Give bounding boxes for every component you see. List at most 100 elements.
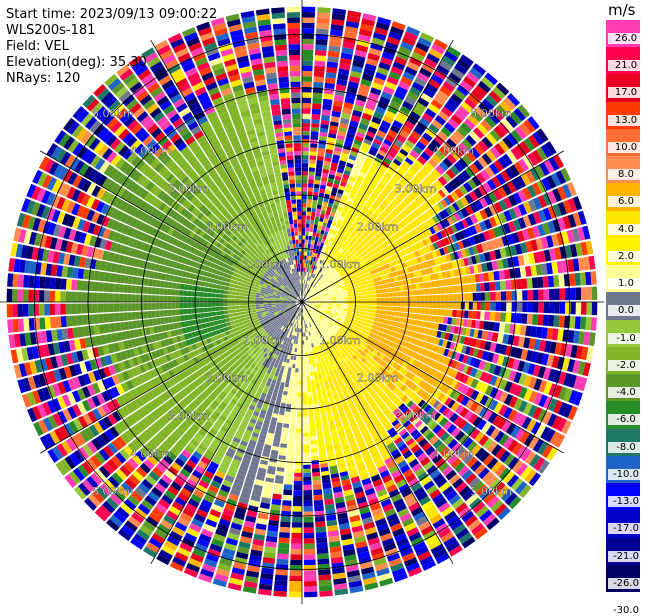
range-gate	[290, 560, 302, 566]
range-gate	[317, 18, 330, 24]
range-gate	[283, 489, 292, 495]
range-gate	[533, 290, 539, 301]
range-gate	[292, 522, 302, 528]
range-gate	[313, 228, 317, 233]
range-gate	[304, 581, 317, 587]
range-gate	[313, 82, 323, 88]
range-gate	[388, 307, 392, 311]
range-gate	[586, 287, 592, 300]
range-gate	[473, 302, 477, 310]
range-gate	[591, 317, 597, 331]
range-gate	[360, 292, 364, 295]
range-gate	[302, 340, 304, 344]
range-gate	[281, 516, 291, 522]
range-gate	[308, 244, 311, 248]
range-gate	[435, 316, 440, 323]
range-gate	[449, 302, 453, 309]
range-gate	[282, 374, 286, 379]
range-gate	[315, 237, 319, 242]
range-gate	[476, 311, 481, 319]
range-gate	[385, 297, 389, 301]
range-gate	[469, 302, 473, 310]
range-gate	[314, 224, 318, 229]
range-gate	[366, 284, 371, 288]
range-gate	[363, 312, 367, 316]
range-gate	[359, 314, 364, 318]
range-gate	[315, 44, 327, 50]
range-gate	[282, 362, 286, 367]
range-gate	[285, 476, 293, 481]
range-gate	[293, 506, 302, 512]
range-gate	[538, 289, 544, 300]
range-gate	[304, 576, 317, 582]
range-gate	[303, 324, 304, 328]
range-gate	[285, 379, 289, 384]
range-gate	[516, 279, 522, 289]
range-gate	[432, 309, 436, 315]
range-gate	[425, 295, 429, 301]
range-gate	[316, 537, 327, 543]
range-gate	[319, 590, 333, 596]
range-gate	[336, 304, 340, 306]
range-gate	[404, 307, 408, 312]
range-gate	[307, 388, 311, 392]
range-gate	[302, 207, 306, 211]
range-gate	[328, 303, 332, 305]
range-gate	[521, 278, 527, 288]
range-gate	[336, 296, 340, 298]
range-gate	[311, 127, 319, 132]
range-gate	[369, 298, 373, 301]
range-gate	[302, 44, 314, 50]
range-gate	[517, 290, 523, 300]
range-gate	[302, 328, 303, 332]
range-gate	[317, 553, 329, 559]
range-gate	[375, 286, 380, 290]
range-gate	[419, 283, 424, 289]
range-gate	[317, 370, 321, 375]
range-gate	[356, 305, 360, 308]
range-gate	[302, 28, 314, 34]
range-gate	[304, 260, 306, 264]
range-gate	[447, 317, 452, 324]
range-gate	[303, 417, 308, 421]
range-gate	[465, 293, 469, 301]
range-gate	[307, 248, 310, 252]
range-gate	[302, 135, 310, 139]
range-gate	[305, 243, 308, 247]
range-gate	[302, 175, 308, 179]
range-gate	[294, 477, 302, 481]
range-gate	[303, 445, 310, 449]
range-gate	[292, 528, 302, 534]
range-gate	[297, 401, 302, 405]
range-gate	[495, 292, 501, 301]
range-gate	[421, 296, 425, 302]
range-gate	[302, 179, 308, 183]
range-gate	[296, 425, 302, 429]
range-gate	[309, 360, 312, 364]
range-gate	[388, 293, 392, 297]
range-gate	[314, 184, 320, 189]
range-gate	[481, 302, 485, 310]
range-gate	[405, 302, 409, 307]
range-gate	[302, 332, 304, 336]
range-gate	[305, 356, 308, 360]
range-gate	[340, 304, 344, 306]
range-gate	[283, 358, 287, 363]
range-gate	[412, 290, 416, 295]
range-gate	[376, 310, 380, 314]
range-gate	[310, 224, 314, 228]
range-gate	[306, 336, 308, 340]
range-gate	[307, 199, 312, 203]
range-gate	[500, 312, 506, 321]
range-gate	[373, 302, 377, 305]
range-gate	[296, 433, 302, 437]
range-gate	[312, 388, 316, 393]
range-gate	[303, 377, 307, 381]
range-gate	[317, 431, 323, 436]
range-gate	[365, 299, 369, 302]
range-gate	[297, 344, 299, 348]
range-gate	[276, 559, 288, 565]
range-gate	[299, 328, 301, 332]
range-gate	[383, 315, 388, 319]
range-gate	[282, 427, 288, 432]
